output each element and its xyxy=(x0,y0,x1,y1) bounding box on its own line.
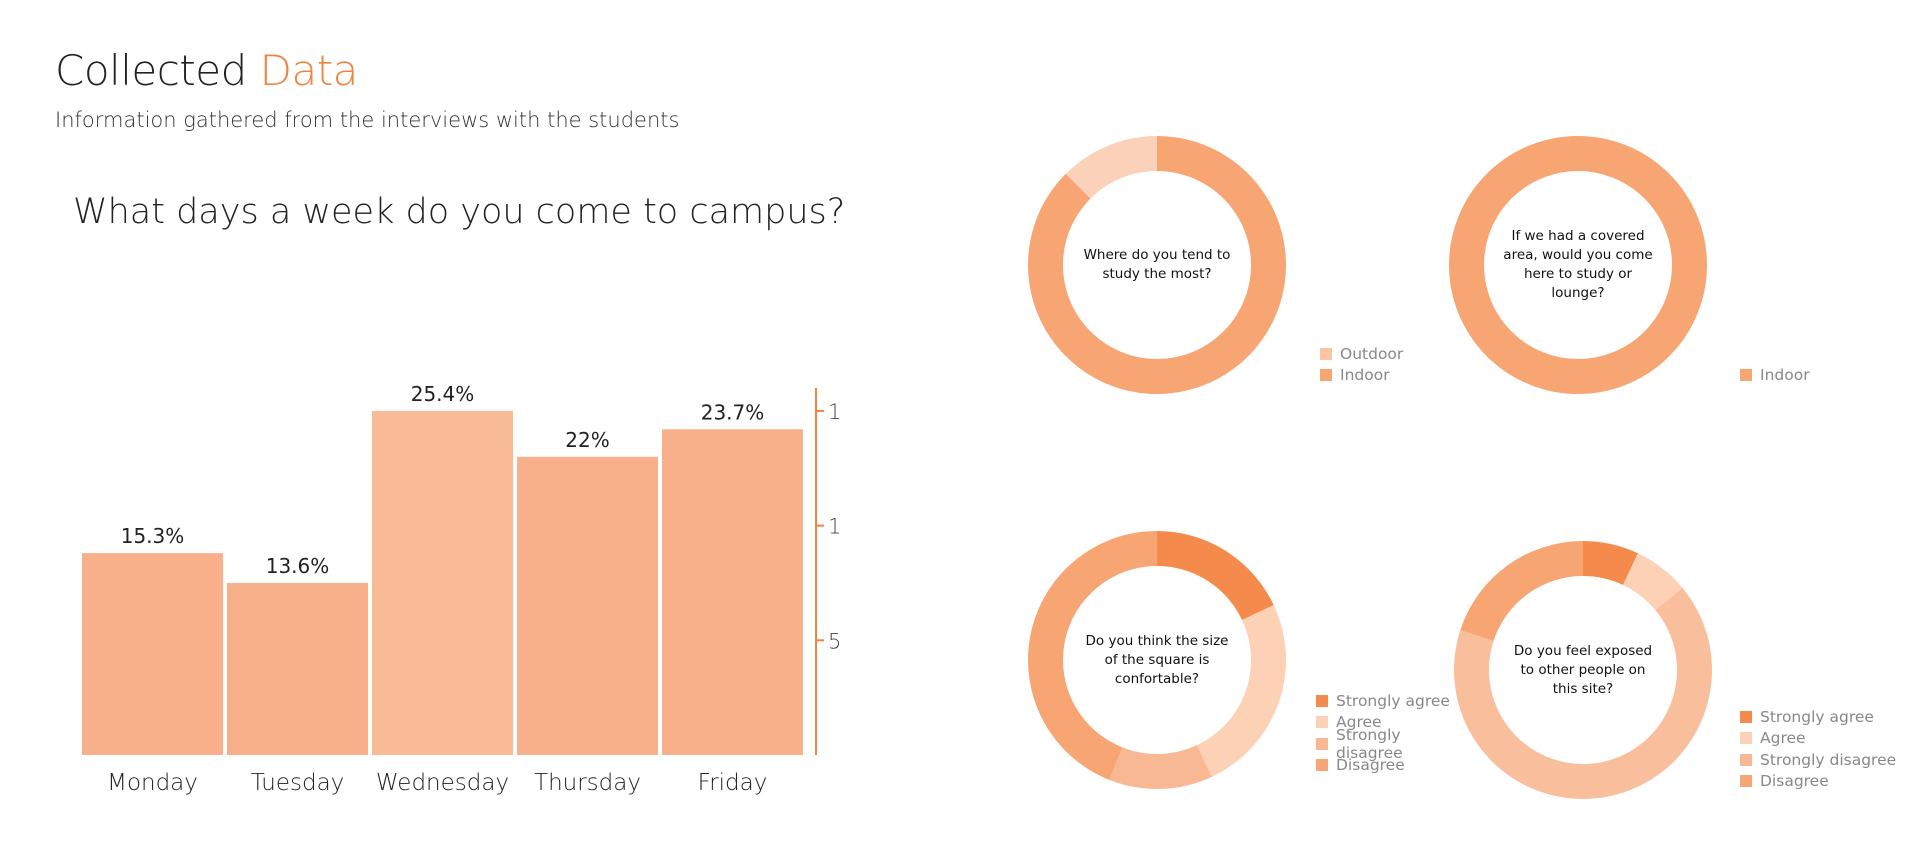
page-title-accent: Data xyxy=(259,46,359,95)
legend-label: Strongly agree xyxy=(1760,707,1874,726)
donut-slice-strongly-disagree xyxy=(1454,587,1712,799)
legend-label: Agree xyxy=(1336,713,1382,732)
donut-question: Do you feel exposed to other people on t… xyxy=(1513,642,1653,697)
legend-label: Indoor xyxy=(1340,366,1390,385)
legend-item: Strongly disagree xyxy=(1740,749,1896,771)
bar-data-label: 23.7% xyxy=(701,400,765,424)
legend-item: Agree xyxy=(1740,728,1896,750)
bar-tuesday xyxy=(227,582,368,755)
donut-legend: Outdoor Indoor xyxy=(1320,343,1403,386)
donut-chart-study-location: Where do you tend to study the most? Outd… xyxy=(1020,130,1420,410)
donut-ring xyxy=(1028,531,1286,789)
legend-item: Strongly disagree xyxy=(1316,726,1470,762)
legend-item: Indoor xyxy=(1740,364,1810,386)
legend-item: Disagree xyxy=(1740,771,1896,793)
donut-ring xyxy=(1449,136,1707,394)
page-title: Collected Data xyxy=(55,46,358,95)
donut-slice-disagree xyxy=(1460,541,1583,641)
legend-label: Agree xyxy=(1760,729,1806,748)
donut-ring xyxy=(1454,541,1712,799)
legend-label: Strongly disagree xyxy=(1336,725,1403,762)
legend-swatch xyxy=(1316,737,1328,750)
donut-slice-agree xyxy=(1623,553,1683,611)
legend-swatch xyxy=(1740,710,1752,723)
legend-label: Strongly disagree xyxy=(1760,750,1897,769)
category-label: Thursday xyxy=(534,770,641,796)
legend-label: Outdoor xyxy=(1340,344,1404,363)
legend-swatch xyxy=(1316,694,1328,707)
y-tick-label: 15 xyxy=(828,400,840,424)
legend-item: Disagree xyxy=(1316,755,1470,777)
y-tick-label: 5 xyxy=(828,629,840,653)
bar-chart-title: What days a week do you come to campus? xyxy=(73,192,846,232)
legend-swatch xyxy=(1740,732,1752,745)
donut-legend: Indoor xyxy=(1740,364,1810,386)
bar-friday xyxy=(662,429,803,755)
category-label: Tuesday xyxy=(251,770,345,796)
legend-item: Agree xyxy=(1316,712,1470,734)
donut-slice-strongly-agree xyxy=(1583,541,1638,585)
legend-swatch xyxy=(1740,368,1752,381)
legend-label: Strongly agree xyxy=(1336,691,1450,710)
category-label: Friday xyxy=(698,770,768,796)
legend-item: Strongly agree xyxy=(1740,706,1896,728)
category-label: Monday xyxy=(107,770,198,796)
donut-chart-square-size: Do you think the size of the square is c… xyxy=(1020,530,1470,810)
donut-legend: Strongly agree Agree Strongly disagree Disa… xyxy=(1740,706,1896,792)
donut-slice-outdoor xyxy=(1065,136,1157,199)
legend-swatch xyxy=(1316,716,1328,729)
legend-item: Indoor xyxy=(1320,365,1403,387)
legend-item: Strongly agree xyxy=(1316,690,1470,712)
bar-data-label: 25.4% xyxy=(411,382,475,406)
donut-ring xyxy=(1028,136,1286,394)
legend-swatch xyxy=(1316,759,1328,772)
legend-swatch xyxy=(1740,753,1752,766)
bar-data-label: 13.6% xyxy=(266,554,330,578)
category-label: Wednesday xyxy=(376,770,509,796)
bar-chart: 15.3% Monday 13.6% Tuesday 25.4% Wednesday 22%… xyxy=(82,382,840,796)
bar-thursday xyxy=(517,456,658,755)
bar-wednesday xyxy=(372,410,513,755)
legend-swatch xyxy=(1740,775,1752,788)
bar-monday xyxy=(82,553,223,755)
donut-question: If we had a covered area, would you come… xyxy=(1503,228,1653,301)
donut-slice-strongly-disagree xyxy=(1109,745,1212,789)
donut-slice-disagree xyxy=(1028,531,1157,780)
page-title-main: Collected xyxy=(55,46,247,95)
donut-slice-strongly-agree xyxy=(1157,531,1274,620)
legend-label: Indoor xyxy=(1760,365,1810,384)
legend-swatch xyxy=(1320,347,1332,360)
donut-slice-agree xyxy=(1197,605,1286,777)
legend-label: Disagree xyxy=(1760,772,1829,791)
y-tick-label: 10 xyxy=(828,515,840,539)
donut-question: Do you think the size of the square is c… xyxy=(1085,632,1229,687)
donut-question: Where do you tend to study the most? xyxy=(1083,247,1231,282)
donut-slice-indoor xyxy=(1449,136,1707,394)
legend-label: Disagree xyxy=(1336,756,1405,775)
page-subtitle: Information gathered from the interviews… xyxy=(55,108,680,132)
donut-chart-exposure: Do you feel exposed to other people on t… xyxy=(1440,530,1910,810)
legend-swatch xyxy=(1320,369,1332,382)
legend-item: Outdoor xyxy=(1320,343,1403,365)
donut-legend: Strongly agree Agree Strongly disagree Disa… xyxy=(1316,690,1470,776)
bar-data-label: 22% xyxy=(565,428,609,452)
bar-data-label: 15.3% xyxy=(121,524,185,548)
donut-chart-covered-area: If we had a covered area, would you come… xyxy=(1440,130,1820,410)
